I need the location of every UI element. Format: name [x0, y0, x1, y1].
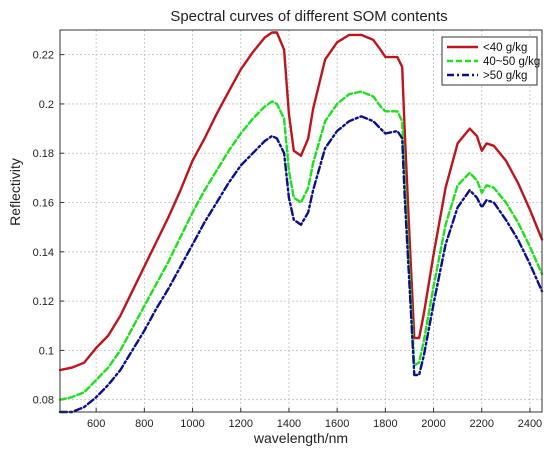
x-tick-label: 1800 [373, 418, 397, 430]
plot-frame [59, 29, 543, 413]
legend-label: <40 g/kg [483, 42, 527, 54]
y-axis-label: Reflectivity [7, 158, 23, 226]
series-line-40-g-kg [58, 31, 544, 372]
x-axis-label: wavelength/nm [253, 430, 348, 446]
x-tick-label: 600 [87, 418, 105, 430]
tick-labels: 600 800 1000 1200 1400 1600 1800 2000 2200 2400 0.… [33, 50, 543, 430]
x-tick-label: 800 [135, 418, 153, 430]
legend: <40 g/kg 40~50 g/kg >50 g/kg [441, 36, 540, 86]
grid [60, 30, 542, 412]
y-tick-label: 0.08 [33, 395, 54, 407]
x-tick-label: 2400 [518, 418, 542, 430]
x-tick-label: 1200 [229, 418, 253, 430]
y-tick-label: 0.1 [39, 345, 54, 357]
series-line-50-g-kg [58, 115, 544, 414]
y-tick-label: 0.2 [39, 99, 54, 111]
legend-label: >50 g/kg [483, 70, 527, 82]
y-tick-label: 0.12 [33, 296, 54, 308]
y-tick-label: 0.14 [33, 247, 54, 259]
chart-title: Spectral curves of different SOM content… [170, 8, 447, 25]
x-tick-label: 2000 [421, 418, 445, 430]
legend-label: 40~50 g/kg [483, 56, 540, 68]
series-lines [58, 31, 544, 414]
x-tick-label: 2200 [470, 418, 494, 430]
x-tick-label: 1600 [325, 418, 349, 430]
x-tick-label: 1000 [180, 418, 204, 430]
x-tick-label: 1400 [277, 418, 301, 430]
y-tick-label: 0.18 [33, 148, 54, 160]
series-line-40-50-g-kg [58, 90, 544, 401]
y-tick-label: 0.22 [33, 50, 54, 62]
y-tick-label: 0.16 [33, 198, 54, 210]
